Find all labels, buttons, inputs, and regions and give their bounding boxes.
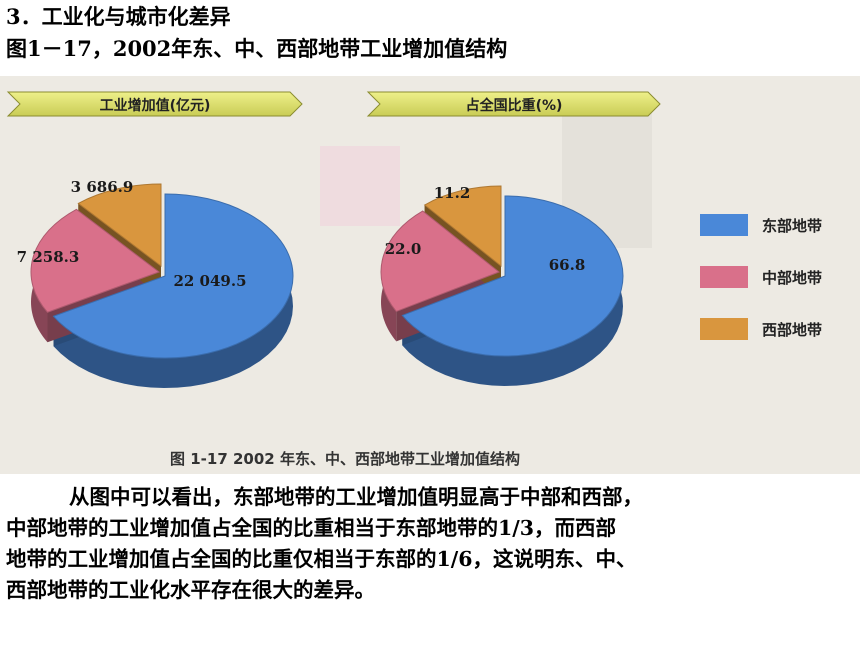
pie-slice-中部地带 — [30, 208, 161, 313]
paragraph-line: 从图中可以看出，东部地带的工业增加值明显高于中部和西部， — [69, 485, 643, 509]
data-label: 11.2 — [434, 184, 471, 202]
body-paragraph: 从图中可以看出，东部地带的工业增加值明显高于中部和西部， 中部地带的工业增加值占… — [6, 482, 856, 606]
figure-panel: 工业增加值(亿元) 占全国比重(%) 22 049.5 7 258.3 3 686.… — [0, 76, 860, 474]
pie-slice-西部地带 — [77, 183, 162, 268]
legend-swatch — [700, 318, 748, 340]
data-label: 66.8 — [549, 256, 586, 274]
legend-label: 东部地带 — [762, 217, 822, 235]
pie-slice-西部地带 — [423, 185, 502, 268]
pie-chart-1: 22 049.5 7 258.3 3 686.9 — [17, 178, 294, 388]
figure-caption: 图 1-17 2002 年东、中、西部地带工业增加值结构 — [170, 450, 520, 468]
pie-charts: 工业增加值(亿元) 占全国比重(%) 22 049.5 7 258.3 3 686.… — [6, 91, 822, 468]
paragraph-line: 地带的工业增加值占全国的比重仅相当于东部的1/6，这说明东、中、 — [6, 547, 637, 571]
chart-1-title-banner: 工业增加值(亿元) — [6, 91, 303, 117]
paragraph-line: 中部地带的工业增加值占全国的比重相当于东部地带的1/3，而西部 — [6, 516, 617, 540]
chart-2-title-banner: 占全国比重(%) — [366, 91, 661, 117]
background-panel — [320, 146, 400, 226]
legend-swatch — [700, 214, 748, 236]
figure-title: 图1－17，2002年东、中、西部地带工业增加值结构 — [6, 36, 508, 61]
legend-label: 西部地带 — [762, 321, 822, 339]
data-label: 22.0 — [385, 240, 422, 258]
data-label: 3 686.9 — [71, 178, 134, 196]
legend-swatch — [700, 266, 748, 288]
data-label: 7 258.3 — [17, 248, 80, 266]
legend-label: 中部地带 — [762, 269, 822, 287]
chart-2-title: 占全国比重(%) — [466, 97, 563, 114]
pie-slice-中部地带 — [380, 210, 500, 313]
pie-chart-2: 66.8 22.0 11.2 — [380, 184, 624, 386]
pie-slice-东部地带 — [401, 195, 624, 357]
paragraph-line: 西部地带的工业化水平存在很大的差异。 — [6, 578, 375, 602]
pie-slice-东部地带 — [52, 193, 294, 359]
chart-1-title: 工业增加值(亿元) — [100, 97, 211, 114]
data-label: 22 049.5 — [173, 272, 246, 290]
section-heading: 3．工业化与城市化差异 — [6, 4, 231, 29]
